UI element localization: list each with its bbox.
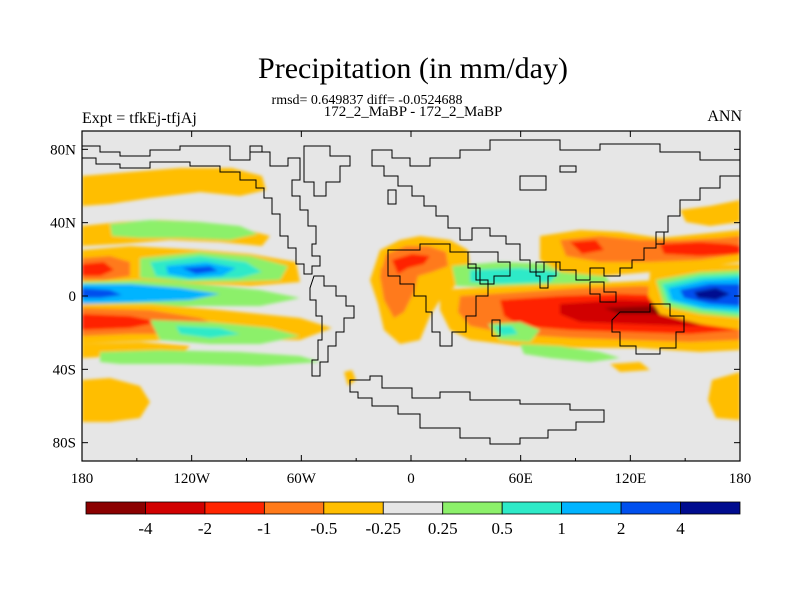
anomaly-region [176, 326, 240, 338]
colorbar-label: -1 [257, 519, 271, 538]
lon-tick-label: 0 [407, 471, 415, 487]
coastline-india [535, 261, 557, 289]
lon-tick-label: 180 [71, 471, 94, 487]
lat-tick-label: 80S [53, 436, 76, 452]
colorbar-segment [501, 501, 563, 515]
coastline-madagascar [491, 319, 501, 337]
colorbar-segment [85, 501, 146, 515]
anomaly-region [380, 268, 396, 292]
longitude-axis: 180 120W 60W 0 60E 120E 180 [71, 131, 752, 487]
anomaly-region [82, 284, 220, 304]
anomaly-region [82, 378, 150, 422]
anomaly-region [344, 370, 356, 386]
coastline-south-america [309, 275, 355, 377]
anomaly-region [82, 168, 266, 206]
colorbar-segment [680, 501, 741, 515]
anomaly-region [392, 254, 430, 274]
colorbar-segment [263, 501, 325, 515]
colorbar-segment [204, 501, 265, 515]
lat-tick-label: 40S [53, 362, 76, 378]
colorbar-segment [442, 501, 503, 515]
anomaly-region [520, 344, 620, 362]
coastline-eurasia [371, 139, 740, 281]
case-line: 172_2_MaBP - 172_2_MaBP [323, 104, 503, 120]
coastline-antarctica [349, 375, 605, 445]
colorbar-label: 0.5 [492, 519, 513, 538]
lon-tick-label: 120W [173, 471, 211, 487]
map-title: Precipitation (in mm/day) [258, 52, 568, 85]
colorbar-label: 4 [676, 519, 685, 538]
lat-tick-label: 80N [50, 142, 76, 158]
colorbar-label: -0.5 [310, 519, 337, 538]
anomaly-region [694, 288, 730, 300]
coastline-britain [387, 189, 397, 205]
anomaly-region [660, 242, 740, 256]
colorbar-label: 2 [617, 519, 626, 538]
colorbar-segment [382, 501, 444, 515]
anomaly-region [82, 288, 122, 298]
experiment-label: Expt = tfkEj-tfjAj [82, 110, 197, 127]
coastline-greenland [303, 145, 351, 197]
anomaly-region [82, 262, 114, 276]
colorbar-label: 0.25 [428, 519, 458, 538]
lon-tick-label: 60E [509, 471, 533, 487]
colorbar-label: 1 [557, 519, 566, 538]
coastline-arabia [467, 251, 511, 285]
colorbar-label: -0.25 [366, 519, 401, 538]
anomaly-region [610, 362, 650, 372]
coastline-japan [655, 231, 665, 245]
coastline-arctic-islands [249, 145, 577, 191]
anomaly-region [204, 184, 226, 192]
anomaly-region [110, 220, 258, 240]
colorbar-segment [561, 501, 622, 515]
colorbar-segment [620, 501, 681, 515]
colorbar-label: -4 [138, 519, 153, 538]
rmsd-diff-line: rmsd= 0.649837 diff= -0.0524688 [271, 93, 463, 108]
coastline-africa [387, 243, 489, 347]
lon-tick-label: 60W [287, 471, 317, 487]
colorbar: -4 -2 -1 -0.5 -0.25 0.25 0.5 1 2 4 [85, 501, 741, 538]
coastline-southeast-asia [589, 281, 617, 303]
lat-tick-label: 0 [69, 289, 77, 305]
anomaly-region [82, 314, 160, 330]
coastline-australia [611, 303, 685, 355]
colorbar-segment [323, 501, 384, 515]
colorbar-segment [145, 501, 206, 515]
lon-tick-label: 180 [729, 471, 752, 487]
anomaly-region [680, 200, 740, 226]
anomaly-region [100, 350, 320, 366]
coastline-north-america [82, 145, 321, 275]
colorbar-label: -2 [198, 519, 212, 538]
anomaly-region [182, 266, 218, 274]
latitude-axis: 80N 40N 0 40S 80S [50, 142, 740, 452]
lat-tick-label: 40N [50, 216, 76, 232]
anomaly-field [82, 168, 740, 422]
anomaly-region [570, 240, 604, 254]
anomaly-region [708, 372, 740, 420]
coastlines [82, 139, 740, 445]
lon-tick-label: 120E [614, 471, 646, 487]
season-label: ANN [707, 108, 742, 125]
